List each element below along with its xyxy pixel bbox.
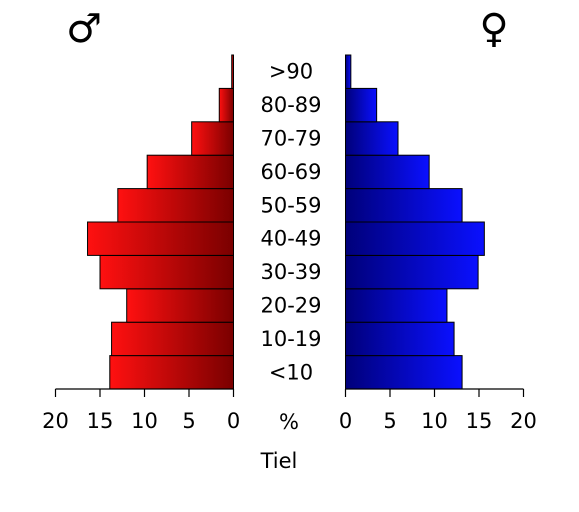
age-group-label: 10-19: [260, 327, 321, 351]
female-bar: [345, 188, 463, 223]
female-tick-label: 5: [383, 409, 396, 433]
female-bar: [345, 254, 479, 290]
age-group-label: 80-89: [260, 93, 321, 117]
female-bar: [345, 87, 378, 123]
male-tick-label: 15: [87, 409, 114, 433]
percent-center-label: %: [279, 410, 299, 434]
male-tick-label: 20: [42, 409, 69, 433]
male-bar: [231, 54, 235, 89]
male-bar: [191, 121, 234, 156]
female-bar: [345, 288, 448, 323]
age-group-labels: <10 10-19 20-29 30-39 40-49 50-59 60-69 70-79 80…: [260, 60, 321, 385]
age-group-label: 30-39: [260, 260, 321, 284]
male-tick-label: 5: [182, 409, 195, 433]
female-bar: [345, 321, 455, 357]
age-group-label: 70-79: [260, 127, 321, 151]
female-tick-label: 15: [466, 409, 493, 433]
female-bar: [345, 154, 430, 190]
male-bar: [87, 221, 235, 256]
x-axis-title: Tiel: [260, 449, 298, 473]
male-bar: [117, 188, 234, 223]
age-group-label: 60-69: [260, 160, 321, 184]
male-bar: [111, 321, 234, 357]
age-group-label: >90: [269, 60, 313, 84]
female-bar: [345, 355, 463, 390]
age-group-label: 50-59: [260, 193, 321, 217]
age-group-label: 40-49: [260, 227, 321, 251]
age-group-label: 20-29: [260, 294, 321, 318]
male-bar: [146, 154, 234, 190]
female-tick-label: 10: [421, 409, 448, 433]
male-tick-label: 0: [227, 409, 240, 433]
male-bar: [126, 288, 234, 323]
female-symbol-icon: ♀: [479, 6, 508, 52]
female-tick-label: 20: [510, 409, 537, 433]
female-x-axis: 20 15 10 5 0: [339, 388, 537, 433]
male-bar: [109, 355, 234, 390]
female-bar: [345, 54, 352, 89]
female-bar: [345, 221, 485, 256]
male-x-axis: 20 15 10 5 0: [42, 388, 240, 433]
female-bar: [345, 121, 399, 156]
male-tick-label: 10: [131, 409, 158, 433]
age-group-label: <10: [269, 360, 313, 384]
female-bars: [345, 54, 485, 390]
male-bars: [87, 54, 235, 390]
male-bar: [99, 254, 234, 290]
male-bar: [218, 87, 234, 123]
male-symbol-icon: ♂: [66, 6, 102, 52]
female-tick-label: 0: [339, 409, 352, 433]
